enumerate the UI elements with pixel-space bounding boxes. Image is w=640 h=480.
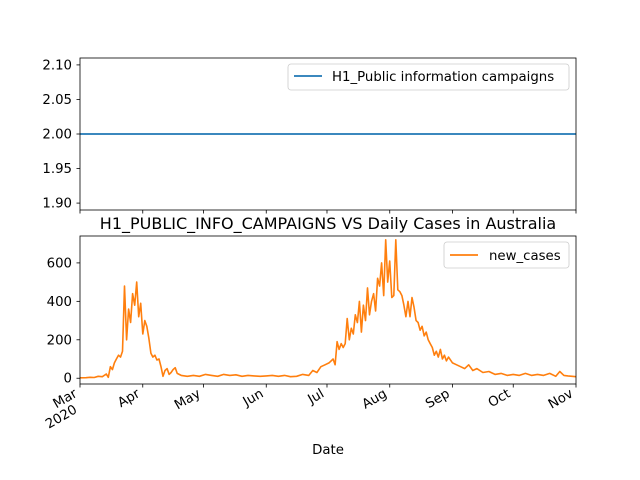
bottom-legend-label: new_cases	[489, 249, 561, 264]
top-y-tick-label: 2.10	[42, 58, 72, 73]
top-y-tick-label: 2.00	[42, 128, 72, 143]
top-y-axis: 1.90 1.95 2.00 2.05 2.10	[42, 58, 80, 212]
bottom-x-tick-label: Jul	[305, 386, 327, 408]
bottom-legend[interactable]: new_cases	[443, 241, 570, 269]
bottom-y-axis: 0 200 400 600	[47, 256, 80, 387]
bottom-y-tick-label: 400	[47, 295, 72, 310]
top-legend-box	[287, 63, 570, 91]
bottom-axes-frame	[79, 235, 577, 385]
top-x-axis	[79, 210, 577, 214]
series-line-new-cases	[79, 239, 577, 379]
bottom-legend-box	[443, 241, 570, 269]
x-axis-label: Date	[312, 443, 344, 458]
bottom-y-tick-label: 200	[47, 333, 72, 348]
top-y-tick-label: 2.05	[42, 93, 72, 108]
top-axes-frame	[79, 57, 577, 211]
top-y-tick-label: 1.90	[42, 197, 72, 212]
top-subplot: 1.90 1.95 2.00 2.05 2.10 H1_Public informati…	[42, 57, 577, 214]
chart-title: H1_PUBLIC_INFO_CAMPAIGNS VS Daily Cases …	[100, 214, 556, 234]
top-legend-label: H1_Public information campaigns	[332, 70, 554, 85]
bottom-y-tick-label: 600	[47, 256, 72, 271]
top-y-tick-label: 1.95	[42, 162, 72, 177]
bottom-y-tick-label: 0	[64, 372, 72, 387]
bottom-series	[79, 239, 577, 379]
top-legend[interactable]: H1_Public information campaigns	[287, 63, 570, 91]
